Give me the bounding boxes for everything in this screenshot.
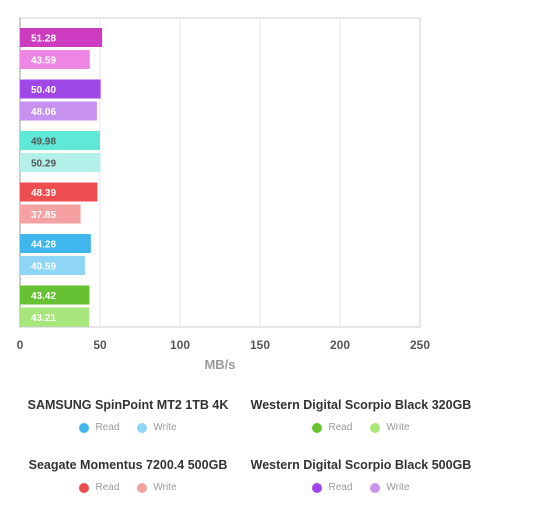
write-value-label: 37.85	[31, 210, 56, 221]
write-bar	[20, 256, 85, 275]
read-label: Read	[95, 482, 120, 493]
write-label: Write	[386, 482, 410, 493]
read-label: Read	[95, 422, 120, 433]
x-tick-label: 50	[93, 338, 107, 352]
legend-write-item[interactable]: Write	[370, 482, 410, 493]
read-color-swatch	[312, 422, 323, 433]
legend-title: Western Digital Scorpio Black 320GB	[250, 398, 472, 412]
read-bar	[20, 131, 100, 150]
read-value-label: 49.98	[31, 137, 56, 148]
legend-title: Seagate Momentus 7200.4 500GB	[28, 458, 228, 472]
write-label: Write	[386, 422, 410, 433]
x-tick-label: 100	[170, 338, 190, 352]
read-label: Read	[328, 422, 353, 433]
legend-seagate: Seagate Momentus 7200.4 500GB Read Write	[3, 458, 253, 493]
legend-wd-500gb: Western Digital Scorpio Black 500GB Read…	[236, 458, 486, 493]
write-value-label: 40.59	[31, 262, 56, 273]
read-value-label: 51.28	[31, 34, 56, 45]
write-label: Write	[153, 422, 177, 433]
legend-samsung: SAMSUNG SpinPoint MT2 1TB 4K Read Write	[3, 398, 253, 433]
legend-read-item[interactable]: Read	[79, 422, 119, 433]
read-value-label: 44.28	[31, 240, 56, 251]
plot-area	[19, 17, 421, 328]
legend-write-item[interactable]: Write	[370, 422, 410, 433]
read-color-swatch	[312, 482, 323, 493]
read-value-label: 43.42	[31, 291, 56, 302]
write-value-label: 48.06	[31, 107, 56, 118]
write-bar	[20, 101, 97, 121]
bar-chart: 0 50 100 150 200 250 MB/s 51.28 43.59 50.40 48.06 4…	[17, 17, 430, 372]
read-bar	[20, 285, 90, 305]
x-tick-label: 150	[250, 338, 270, 352]
x-tick-label: 250	[410, 338, 430, 352]
x-tick-label: 200	[330, 338, 350, 352]
x-tick-label: 0	[17, 338, 24, 352]
legend-wd-320gb: Western Digital Scorpio Black 320GB Read…	[236, 398, 486, 433]
read-bar	[20, 79, 101, 99]
read-color-swatch	[79, 422, 90, 433]
legend-title: SAMSUNG SpinPoint MT2 1TB 4K	[27, 398, 229, 412]
write-color-swatch	[137, 422, 148, 433]
write-bar	[20, 204, 81, 224]
write-value-label: 50.29	[31, 159, 56, 170]
read-bar	[20, 182, 98, 202]
write-value-label: 43.21	[31, 313, 56, 324]
write-label: Write	[153, 482, 177, 493]
write-color-swatch	[370, 482, 381, 493]
read-value-label: 50.40	[31, 85, 56, 96]
legend-read-item[interactable]: Read	[312, 482, 352, 493]
write-bar	[20, 153, 101, 172]
legend-read-item[interactable]: Read	[79, 482, 119, 493]
write-color-swatch	[370, 422, 381, 433]
read-label: Read	[328, 482, 353, 493]
write-bar	[20, 50, 90, 69]
legend-write-item[interactable]: Write	[137, 422, 177, 433]
x-axis-label: MB/s	[204, 357, 235, 372]
read-value-label: 48.39	[31, 188, 56, 199]
legend-title: Western Digital Scorpio Black 500GB	[250, 458, 472, 472]
read-color-swatch	[79, 482, 90, 493]
read-bar	[20, 28, 103, 47]
read-bar	[20, 234, 91, 253]
write-bar	[20, 307, 90, 327]
write-color-swatch	[137, 482, 148, 493]
legend-read-item[interactable]: Read	[312, 422, 352, 433]
write-value-label: 43.59	[31, 56, 56, 67]
legend-write-item[interactable]: Write	[137, 482, 177, 493]
